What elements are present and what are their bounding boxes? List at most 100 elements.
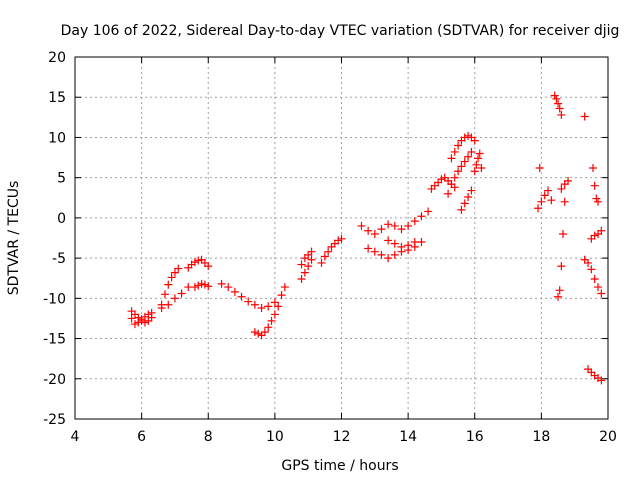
data-point (377, 225, 386, 234)
data-point (555, 104, 564, 113)
data-point (267, 316, 276, 325)
data-point (274, 302, 283, 311)
data-point (297, 260, 306, 269)
data-point (397, 225, 406, 234)
data-point (597, 226, 606, 235)
data-point (147, 313, 156, 322)
data-point (250, 328, 259, 337)
data-point (364, 226, 373, 235)
data-point (467, 147, 476, 156)
data-point (587, 265, 596, 274)
data-point (544, 186, 553, 195)
data-point (464, 152, 473, 161)
data-point (557, 110, 566, 119)
x-tick-label: 10 (266, 429, 284, 445)
data-points (127, 91, 606, 385)
data-point (217, 279, 226, 288)
data-point (304, 262, 313, 271)
data-point (170, 268, 179, 277)
y-tick-label: -5 (52, 251, 66, 267)
data-point (130, 320, 139, 329)
data-point (580, 112, 589, 121)
data-point (584, 258, 593, 267)
data-point (164, 300, 173, 309)
data-point (317, 258, 326, 267)
x-tick-label: 16 (466, 429, 484, 445)
data-point (200, 280, 209, 289)
data-point (250, 300, 259, 309)
data-point (397, 242, 406, 251)
data-point (384, 220, 393, 229)
data-point (470, 167, 479, 176)
data-point (454, 167, 463, 176)
data-point (417, 212, 426, 221)
data-point (594, 283, 603, 292)
data-point (464, 192, 473, 201)
data-point (384, 254, 393, 263)
data-point (475, 149, 484, 158)
data-point (160, 290, 169, 299)
y-tick-label: 0 (57, 211, 66, 227)
data-point (555, 286, 564, 295)
data-point (194, 256, 203, 265)
data-point (320, 252, 329, 261)
data-point (264, 302, 273, 311)
data-point (560, 197, 569, 206)
data-point (424, 207, 433, 216)
data-point (270, 310, 279, 319)
data-point (447, 180, 456, 189)
data-point (334, 236, 343, 245)
x-axis-label: GPS time / hours (281, 458, 398, 474)
data-point (554, 99, 563, 108)
data-point (457, 205, 466, 214)
x-tick-label: 4 (71, 429, 80, 445)
data-point (197, 279, 206, 288)
y-tick-label: 20 (48, 50, 66, 66)
y-tick-label: 10 (48, 130, 66, 146)
data-point (384, 236, 393, 245)
data-point (464, 131, 473, 140)
data-point (534, 204, 543, 213)
data-point (260, 328, 269, 337)
data-point (370, 229, 379, 238)
data-point (444, 189, 453, 198)
data-point (447, 154, 456, 163)
y-tick-label: 5 (57, 171, 66, 187)
data-point (307, 247, 316, 256)
data-point (357, 221, 366, 230)
x-tick-label: 20 (599, 429, 617, 445)
data-point (590, 275, 599, 284)
data-point (157, 303, 166, 312)
y-axis-label: SDTVAR / TECUs (6, 181, 22, 296)
y-tick-label: 15 (48, 90, 66, 106)
data-point (404, 221, 413, 230)
data-point (324, 247, 333, 256)
data-point (127, 314, 136, 323)
data-point (204, 282, 213, 291)
data-point (547, 196, 556, 205)
data-point (174, 264, 183, 273)
x-tick-label: 12 (333, 429, 351, 445)
data-point (597, 376, 606, 385)
data-point (535, 164, 544, 173)
data-point (297, 275, 306, 284)
data-point (280, 283, 289, 292)
y-tick-label: -10 (43, 291, 66, 307)
data-point (460, 157, 469, 166)
data-point (589, 164, 598, 173)
tick-labels: 4 6 8 10 12 14 16 18 20 -25 -20 -15 -10 -5 0 5 10 15 20 (43, 50, 617, 445)
data-point (254, 329, 263, 338)
data-point (170, 294, 179, 303)
x-tick-label: 14 (399, 429, 417, 445)
data-point (224, 283, 233, 292)
data-point (597, 289, 606, 298)
data-point (264, 323, 273, 332)
data-point (300, 268, 309, 277)
data-point (277, 291, 286, 300)
data-point (230, 287, 239, 296)
data-point (474, 154, 483, 163)
data-point (410, 217, 419, 226)
data-point (140, 318, 149, 327)
